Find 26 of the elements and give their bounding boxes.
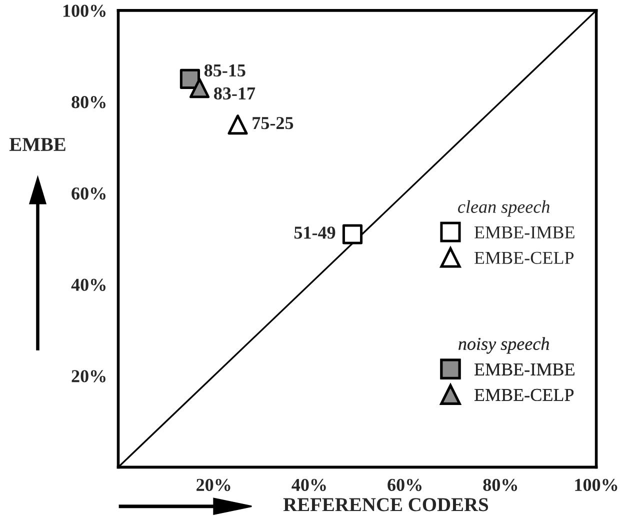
point [189, 78, 210, 98]
x-tick-label: 80% [483, 478, 518, 492]
data-label: 75-25 [252, 117, 294, 130]
data-label: 85-15 [204, 64, 246, 77]
x-axis-title: REFERENCE CODERS [283, 498, 488, 512]
annotation: clean speech [458, 200, 550, 217]
point [342, 224, 363, 244]
point [180, 68, 200, 89]
data-label: 51-49 [294, 226, 336, 239]
y-tick-label: 40% [71, 278, 106, 291]
x-tick-label: 20% [196, 478, 230, 492]
x-tick-label: 40% [292, 478, 326, 492]
legend-label: EMBE-IMBE [474, 226, 574, 238]
y-tick-label: 20% [72, 370, 106, 382]
data-label: 83-17 [214, 87, 256, 100]
legend-label: EMBE-CELP [474, 252, 574, 264]
x-tick-label: 100% [575, 478, 618, 492]
point [228, 114, 248, 135]
y-tick-label: 100% [63, 4, 106, 17]
y-axis-title: EMBE [9, 138, 66, 151]
x-tick-label: 60% [388, 478, 422, 492]
legend-label: EMBE-IMBE [474, 364, 574, 376]
y-tick-label: 60% [72, 187, 106, 200]
annotation: noisy speech [458, 337, 549, 354]
legend-label: EMBE-CELP [474, 388, 574, 402]
y-tick-label: 80% [72, 96, 106, 108]
